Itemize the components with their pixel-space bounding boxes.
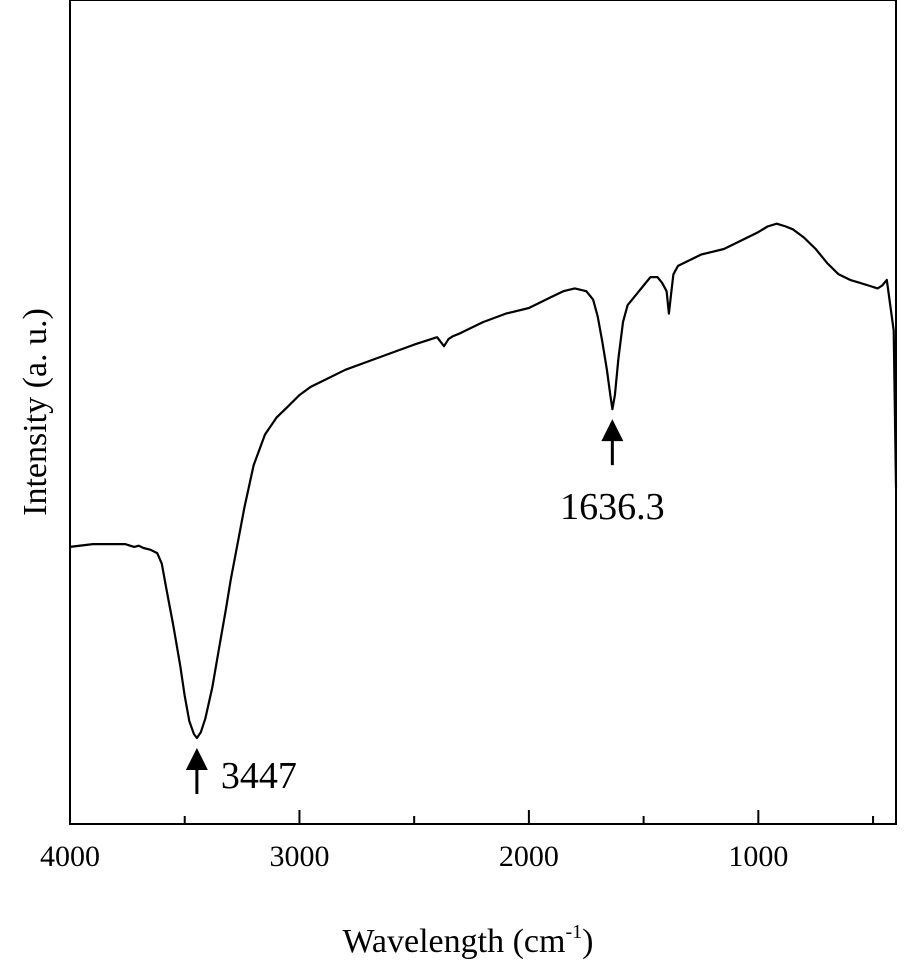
annotation-arrow-head xyxy=(601,419,624,442)
spectrum-line xyxy=(69,222,898,740)
peak-annotation: 3447 xyxy=(185,747,297,797)
x-axis-label-superscript: -1 xyxy=(565,921,582,943)
x-ticks xyxy=(69,810,875,824)
annotations: 3447 1636.3 xyxy=(185,419,665,797)
x-tick-label: 1000 xyxy=(728,840,788,873)
annotation-label: 3447 xyxy=(221,755,297,797)
plot-frame xyxy=(69,0,897,825)
x-tick-label: 3000 xyxy=(269,840,329,873)
x-tick-label: 4000 xyxy=(40,840,100,873)
x-tick-label: 2000 xyxy=(499,840,559,873)
peak-annotation: 1636.3 xyxy=(560,419,665,528)
y-axis-label: Intensity (a. u.) xyxy=(17,308,54,516)
x-axis-label-close: ) xyxy=(582,923,593,960)
x-axis-label-main: Wavelength (cm xyxy=(343,923,566,960)
x-axis-label: Wavelength (cm-1) xyxy=(343,921,594,960)
annotation-label: 1636.3 xyxy=(560,486,665,528)
x-tick-labels: 4000 3000 2000 1000 xyxy=(40,840,788,873)
annotation-arrow-head xyxy=(185,747,208,770)
